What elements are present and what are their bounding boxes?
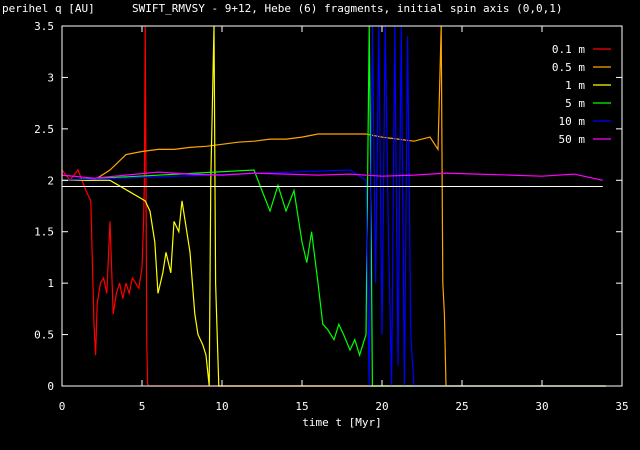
plot-frame	[61, 25, 623, 387]
y-tick-label: 1.5	[34, 226, 54, 239]
series-line-5	[61, 25, 606, 387]
x-tick-label: 20	[375, 400, 388, 413]
series-line-2	[62, 25, 606, 387]
x-tick-label: 25	[455, 400, 468, 413]
plot-area: 0 0.5 1 1.5 2 2.5 3 3.5 0 5 10 15 20 25 30 35	[34, 20, 629, 413]
y-tick-label: 3.5	[34, 20, 54, 33]
x-axis-label: time t [Myr]	[302, 416, 381, 429]
legend-label-4: 5 m	[565, 97, 585, 110]
y-tick-label: 2.5	[34, 123, 54, 136]
series-group	[61, 25, 606, 387]
y-tick-label: 0	[47, 380, 54, 393]
legend-label-6: 50 m	[559, 133, 586, 146]
x-tick-label: 10	[215, 400, 228, 413]
x-tick-label: 15	[295, 400, 308, 413]
x-tick-label: 0	[59, 400, 66, 413]
chart-title: SWIFT_RMVSY - 9+12, Hebe (6) fragments, …	[132, 2, 562, 15]
x-tick-label: 5	[139, 400, 146, 413]
legend-label-5: 10 m	[559, 115, 586, 128]
y-axis-label: perihel q [AU]	[2, 2, 95, 15]
x-tick-label: 30	[535, 400, 548, 413]
series-line-1	[61, 25, 606, 387]
legend-label-1: 0.1 m	[552, 43, 585, 56]
y-tick-label: 1	[47, 277, 54, 290]
y-axis: 0 0.5 1 1.5 2 2.5 3 3.5	[34, 20, 622, 393]
y-tick-label: 2	[47, 174, 54, 187]
legend: 0.1 m 0.5 m 1 m 5 m 10 m 50 m	[552, 43, 611, 146]
x-tick-label: 35	[615, 400, 628, 413]
legend-label-2: 0.5 m	[552, 61, 585, 74]
legend-label-3: 1 m	[565, 79, 585, 92]
series-line-6	[61, 171, 603, 181]
y-tick-label: 3	[47, 71, 54, 84]
y-tick-label: 0.5	[34, 329, 54, 342]
x-axis: 0 5 10 15 20 25 30 35	[59, 26, 629, 413]
